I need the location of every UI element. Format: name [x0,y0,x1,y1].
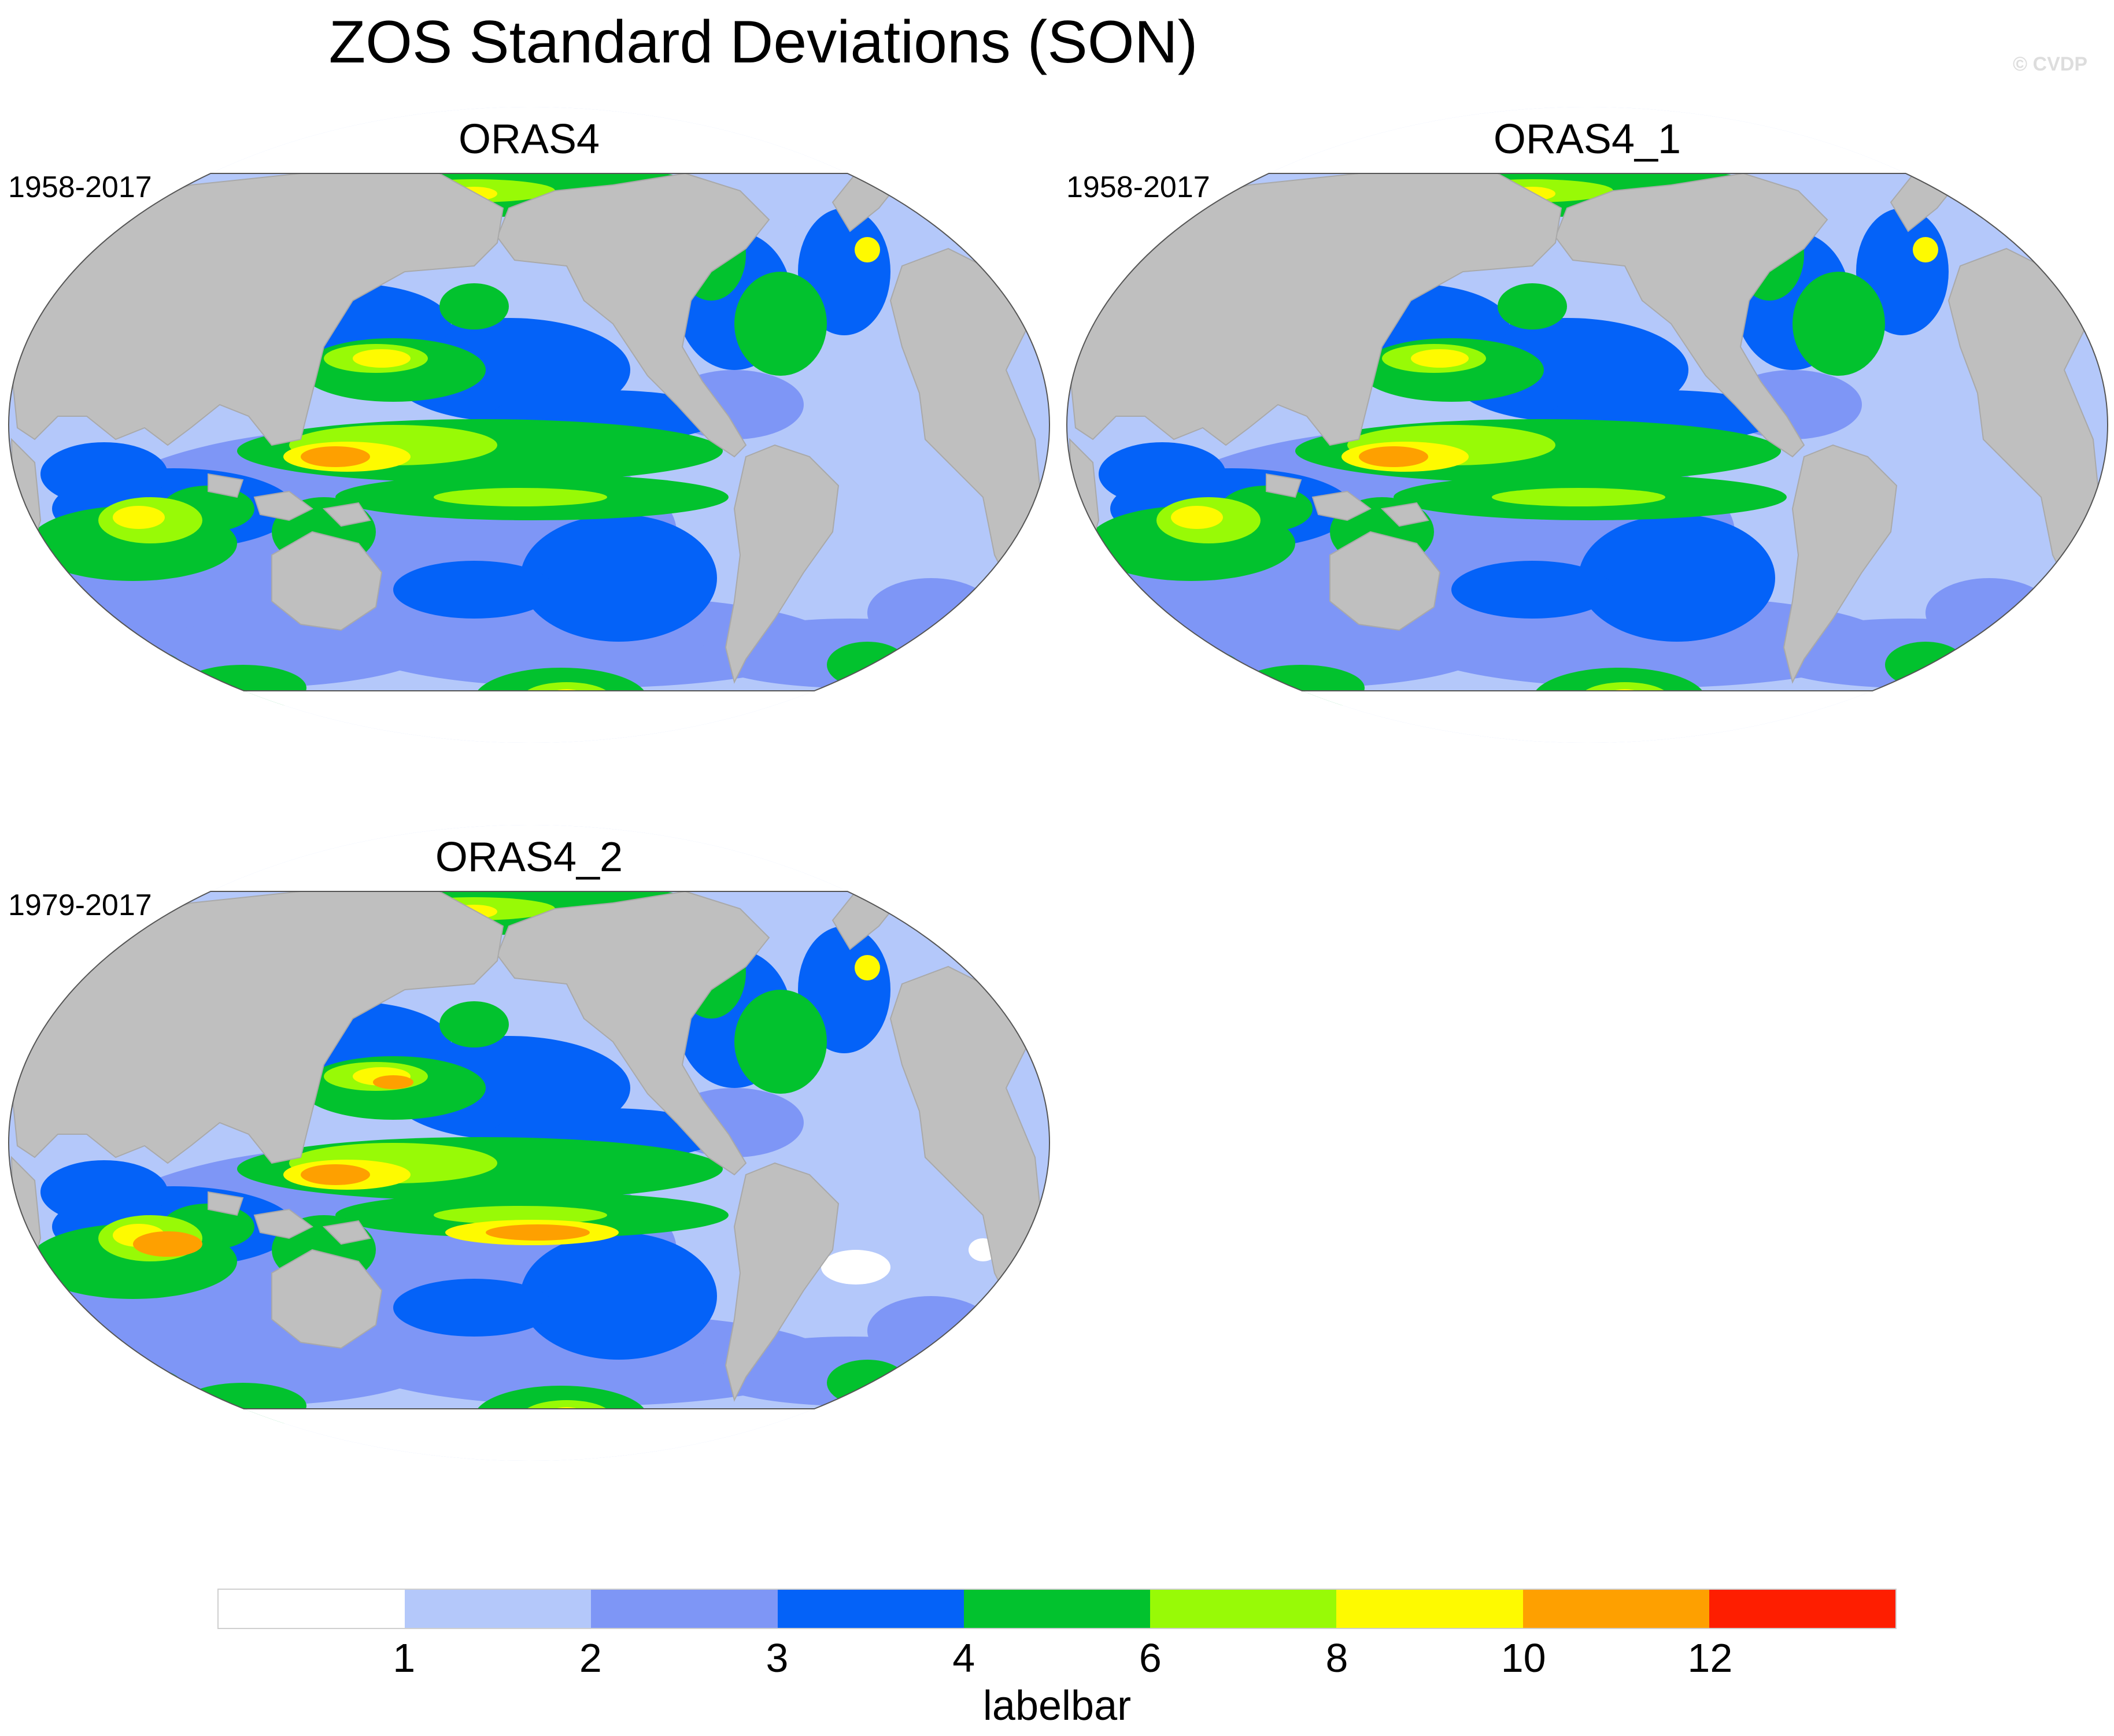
std-dev-patch [1359,446,1428,467]
map-panel-oras4-2: ORAS4_2 1979-2017 [0,825,1058,1539]
panel-years: 1979-2017 [8,889,152,922]
std-dev-patch [1793,272,1885,376]
std-dev-patch [734,272,827,376]
land-mass [725,444,840,684]
colorbar-tick-label: 8 [1325,1635,1348,1681]
map-panel-oras4-1: ORAS4_1 1958-2017 [1058,107,2114,821]
world-map [8,825,1050,1539]
colorbar [217,1589,1897,1629]
std-dev-patch [855,955,880,980]
std-dev-patch [520,1232,717,1360]
main-title: ZOS Standard Deviations (SON) [328,9,1198,76]
std-dev-patch [301,446,370,467]
std-dev-patch [40,1160,168,1224]
land-mass [104,763,995,821]
colorbar-label: labelbar [982,1683,1132,1729]
colorbar-tick-label: 10 [1501,1635,1546,1681]
panel-title: ORAS4_2 [435,834,623,880]
std-dev-patch [301,1164,370,1185]
std-dev-patch [691,726,743,743]
std-dev-patch [486,1224,590,1241]
land-mass [496,172,770,458]
colorbar-box [1522,1590,1709,1628]
land-mass [1380,502,1429,527]
std-dev-patch [81,1400,220,1446]
land-mass [104,1481,995,1539]
std-dev-patch [439,283,509,330]
std-dev-patch [81,682,220,728]
colorbar-tick-label: 2 [579,1635,602,1681]
colorbar-box [591,1590,778,1628]
panel-title: ORAS4 [458,116,600,162]
std-dev-patch [1171,506,1223,529]
std-dev-patch [821,1250,890,1285]
world-map [1066,107,2108,821]
std-dev-patch [373,1075,413,1089]
colorbar-tick-label: 12 [1687,1635,1733,1681]
std-dev-patch [393,1279,555,1337]
std-dev-patch [1492,488,1665,506]
colorbar-box [963,1590,1151,1628]
land-mass [271,531,383,631]
land-mass [1162,763,2053,821]
land-mass [208,473,244,498]
land-mass [1783,444,1898,684]
land-mass [322,1220,371,1245]
std-dev-patch [827,642,908,688]
land-mass [1554,172,1828,458]
colorbar-box [777,1590,964,1628]
std-dev-patch [520,514,717,642]
watermark: © CVDP [2013,53,2087,75]
std-dev-patch [827,1360,908,1406]
std-dev-patch [691,1443,743,1461]
std-dev-patch [439,1001,509,1047]
std-dev-patch [1749,726,1801,743]
std-dev-patch [113,506,165,529]
world-map [8,107,1050,821]
std-dev-patch [40,442,168,506]
map-outline [8,891,1050,1409]
land-mass [496,890,770,1176]
std-dev-patch [1579,514,1775,642]
map-panel-oras4: ORAS4 1958-2017 [0,107,1058,821]
std-dev-patch [1913,237,1938,262]
map-outline [1066,173,2108,691]
map-outline [8,173,1050,691]
panel-title: ORAS4_1 [1493,116,1681,162]
colorbar-box [219,1590,405,1628]
land-mass [253,1208,313,1239]
land-mass [1311,490,1372,521]
std-dev-patch [1885,642,1966,688]
colorbar-tick-label: 3 [766,1635,789,1681]
panel-years: 1958-2017 [8,171,152,204]
colorbar-box [1150,1590,1337,1628]
land-mass [271,1249,383,1349]
land-mass [1329,531,1441,631]
std-dev-patch [1411,349,1469,368]
std-dev-patch [734,990,827,1094]
land-mass [1266,473,1302,498]
panel-years: 1958-2017 [1066,171,1210,204]
land-mass [725,1162,840,1402]
colorbar-box [1709,1590,1895,1628]
std-dev-patch [1451,561,1613,619]
colorbar-tick-label: 1 [393,1635,416,1681]
colorbar-box [405,1590,592,1628]
std-dev-patch [393,561,555,619]
land-mass [322,502,371,527]
std-dev-patch [353,349,411,368]
std-dev-patch [434,1206,607,1224]
colorbar-tick-label: 4 [952,1635,975,1681]
colorbar-tick-label: 6 [1139,1635,1162,1681]
std-dev-patch [1498,283,1567,330]
std-dev-patch [855,237,880,262]
colorbar-box [1336,1590,1523,1628]
std-dev-patch [1099,442,1226,506]
std-dev-patch [1139,682,1278,728]
std-dev-patch [434,488,607,506]
land-mass [253,490,313,521]
land-mass [208,1191,244,1216]
std-dev-patch [133,1231,202,1257]
